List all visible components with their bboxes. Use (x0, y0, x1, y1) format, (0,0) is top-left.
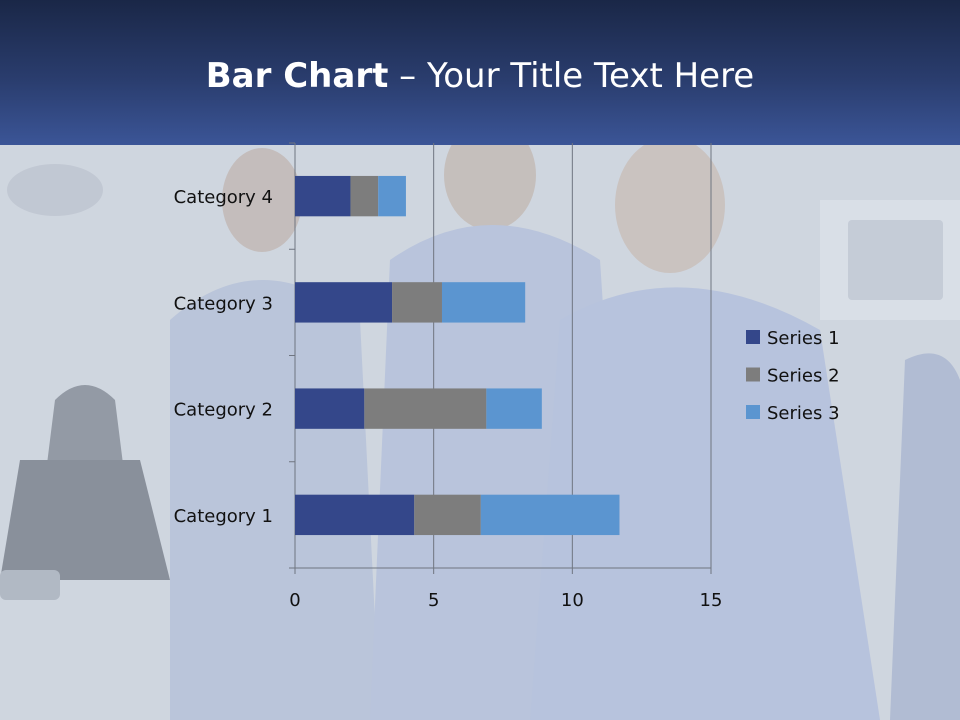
category-label: Category 3 (174, 293, 273, 314)
slide-title: Bar Chart – Your Title Text Here (0, 52, 960, 100)
bar-1-2 (295, 388, 365, 429)
bar-2-4 (350, 175, 379, 217)
x-tick-label: 0 (289, 590, 300, 611)
slide-header (0, 0, 960, 145)
title-rest: – Your Title Text Here (388, 56, 755, 96)
bar-2-2 (364, 388, 487, 429)
bar-1-4 (295, 175, 351, 217)
category-label: Category 4 (174, 187, 273, 208)
legend-swatch (746, 330, 760, 344)
bar-3-4 (378, 175, 406, 217)
bar-2-1 (414, 494, 481, 536)
legend-swatch (746, 405, 760, 419)
bar-3-2 (486, 388, 542, 429)
bar-1-1 (295, 494, 415, 536)
bar-1-3 (295, 282, 393, 323)
bar-2-3 (392, 282, 442, 323)
category-label: Category 1 (174, 506, 273, 527)
x-tick-label: 10 (561, 590, 584, 611)
x-tick-label: 15 (700, 590, 723, 611)
legend-label: Series 2 (767, 366, 840, 387)
legend-swatch (746, 367, 760, 382)
legend-label: Series 1 (767, 328, 840, 349)
bar-3-1 (480, 494, 620, 536)
bar-3-3 (441, 282, 526, 323)
x-tick-label: 5 (428, 590, 439, 611)
title-bold: Bar Chart (205, 56, 389, 96)
legend-label: Series 3 (767, 403, 840, 424)
category-label: Category 2 (174, 400, 273, 421)
